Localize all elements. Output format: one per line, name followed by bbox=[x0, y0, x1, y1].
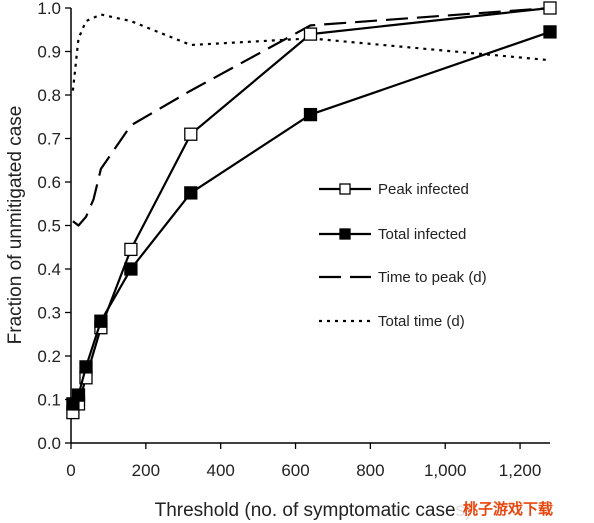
series-line-total-infected bbox=[71, 30, 551, 405]
data-point-total-infected bbox=[71, 388, 86, 402]
legend: Peak infected Total infected Time to peak … bbox=[319, 181, 487, 330]
data-point-total-infected bbox=[184, 186, 198, 200]
x-tick-label: 200 bbox=[132, 461, 160, 480]
series-line-total-time-d bbox=[71, 13, 551, 91]
x-tick-label: 800 bbox=[356, 461, 384, 480]
x-tick-label: 400 bbox=[207, 461, 235, 480]
y-tick-label: 0.0 bbox=[37, 434, 61, 453]
data-point-peak-infected bbox=[124, 242, 138, 257]
data-point-total-infected bbox=[94, 314, 108, 328]
x-ticks: 0 200 400 600 800 1,000 1,200 bbox=[66, 443, 541, 480]
x-tick-label: 1,200 bbox=[499, 461, 542, 480]
y-tick-label: 0.2 bbox=[37, 347, 61, 366]
data-point-total-infected bbox=[543, 25, 557, 39]
y-ticks: 0.0 0.1 0.2 0.3 0.4 0.5 0.6 0.7 0.8 0.9 1.0 bbox=[37, 0, 71, 453]
y-tick-label: 0.5 bbox=[37, 217, 61, 236]
legend-item-total-time-d: Total time (d) bbox=[319, 313, 465, 330]
legend-marker-total-infected bbox=[339, 228, 351, 240]
x-tick-label: 0 bbox=[66, 461, 75, 480]
legend-label-total-time-d: Total time (d) bbox=[378, 313, 465, 330]
data-point-total-infected bbox=[303, 107, 318, 122]
data-point-peak-infected bbox=[543, 1, 557, 15]
legend-label-peak-infected: Peak infected bbox=[378, 181, 469, 198]
x-tick-label: 600 bbox=[281, 461, 309, 480]
x-axis-title: Threshold (no. of symptomatic cases) bbox=[155, 500, 472, 521]
y-tick-label: 1.0 bbox=[37, 0, 61, 18]
x-tick-label: 1,000 bbox=[424, 461, 467, 480]
y-axis-title: Fraction of unmitigated case bbox=[5, 106, 26, 345]
data-point-total-infected bbox=[79, 360, 93, 374]
legend-marker-peak-infected bbox=[339, 183, 351, 195]
series-line-peak-infected bbox=[71, 6, 551, 414]
series-peak-infected bbox=[66, 1, 557, 420]
series-line-time-to-peak-d bbox=[72, 6, 551, 227]
legend-item-time-to-peak-d: Time to peak (d) bbox=[319, 269, 487, 286]
series-total-infected bbox=[66, 25, 557, 411]
series-total-time-d bbox=[71, 13, 551, 91]
y-tick-label: 0.1 bbox=[37, 391, 61, 410]
series-layer bbox=[66, 1, 557, 420]
y-tick-label: 0.4 bbox=[37, 260, 61, 279]
series-time-to-peak-d bbox=[72, 6, 551, 227]
y-tick-label: 0.6 bbox=[37, 173, 61, 192]
data-point-peak-infected bbox=[184, 127, 198, 141]
y-tick-label: 0.8 bbox=[37, 86, 61, 105]
legend-label-total-infected: Total infected bbox=[378, 226, 466, 243]
watermark-text: 桃子游戏下载 bbox=[463, 500, 553, 518]
y-tick-label: 0.3 bbox=[37, 304, 61, 323]
legend-label-time-to-peak-d: Time to peak (d) bbox=[378, 269, 487, 286]
data-point-total-infected bbox=[124, 262, 138, 276]
watermark: 桃子游戏下载 bbox=[456, 494, 594, 523]
data-point-peak-infected bbox=[303, 27, 318, 41]
legend-item-total-infected: Total infected bbox=[319, 226, 466, 243]
y-tick-label: 0.7 bbox=[37, 130, 61, 149]
legend-item-peak-infected: Peak infected bbox=[319, 181, 469, 198]
y-tick-label: 0.9 bbox=[37, 43, 61, 62]
